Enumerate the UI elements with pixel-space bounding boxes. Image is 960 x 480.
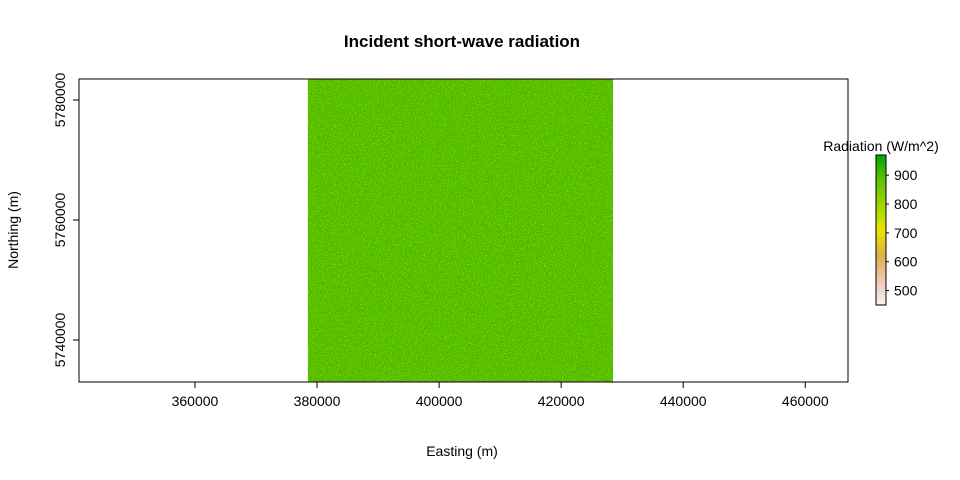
- legend-tick-label: 900: [894, 167, 918, 183]
- x-tick-label: 420000: [538, 393, 585, 409]
- raster-layer: [307, 79, 614, 382]
- legend-title: Radiation (W/m^2): [823, 138, 939, 154]
- y-axis: 5740000 5760000 5780000: [52, 73, 79, 368]
- y-tick-label: 5780000: [52, 73, 68, 128]
- y-tick-label: 5760000: [52, 193, 68, 248]
- plot-frame: [78, 78, 849, 383]
- legend-tick-label: 800: [894, 196, 918, 212]
- legend-colorbar: [875, 154, 887, 306]
- x-axis: 360000 380000 400000 420000 440000 460000: [172, 382, 829, 409]
- legend-tick-label: 700: [894, 225, 918, 241]
- legend-tick-label: 600: [894, 254, 918, 270]
- x-tick-label: 460000: [782, 393, 829, 409]
- x-tick-label: 400000: [416, 393, 463, 409]
- chart-title: Incident short-wave radiation: [344, 32, 580, 51]
- raster-cells: [307, 79, 614, 382]
- x-tick-label: 440000: [660, 393, 707, 409]
- y-tick-label: 5740000: [52, 313, 68, 368]
- legend: Radiation (W/m^2) 500 600 700 800 900: [823, 138, 939, 306]
- x-tick-label: 380000: [294, 393, 341, 409]
- y-axis-label: Northing (m): [5, 191, 21, 269]
- x-tick-label: 360000: [172, 393, 219, 409]
- legend-ticks: 500 600 700 800 900: [886, 167, 918, 299]
- legend-tick-label: 500: [894, 283, 918, 299]
- x-axis-label: Easting (m): [426, 443, 498, 459]
